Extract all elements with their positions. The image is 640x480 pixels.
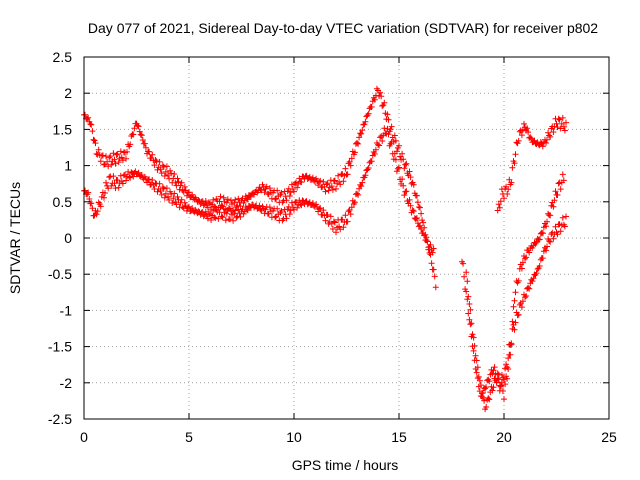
y-tick-label: 0 (64, 230, 72, 246)
data-layer (81, 85, 569, 413)
y-tick-label: -0.5 (48, 266, 72, 282)
plus-markers (463, 171, 567, 413)
plot-frame (83, 56, 610, 420)
y-tick-label: -1 (60, 302, 73, 318)
series-track-D (463, 171, 567, 413)
x-tick-label: 5 (185, 429, 193, 445)
y-tick-label: -2 (60, 375, 73, 391)
y-tick-label: 2.5 (53, 49, 73, 65)
y-tick-label: 1 (64, 158, 72, 174)
y-axis-label: SDTVAR / TECUs (7, 182, 23, 294)
plus-markers (81, 85, 439, 291)
plus-markers (494, 114, 569, 214)
y-tick-label: 1.5 (53, 121, 73, 137)
y-tick-label: -1.5 (48, 339, 72, 355)
x-tick-label: 0 (80, 429, 88, 445)
y-tick-label: -2.5 (48, 411, 72, 427)
series-track-E (494, 114, 569, 214)
ticks: 0 5 10 15 20 25 2.5 2 1.5 1 0.5 0 -0.5 -1 -1.5 -2 -2.5 (48, 49, 617, 445)
x-tick-label: 20 (496, 429, 512, 445)
chart-title: Day 077 of 2021, Sidereal Day-to-day VTE… (88, 20, 598, 36)
x-tick-label: 15 (391, 429, 407, 445)
grid (84, 57, 609, 419)
y-tick-label: 2 (64, 85, 72, 101)
series-track-A (81, 85, 439, 291)
x-axis-label: GPS time / hours (292, 457, 399, 473)
x-tick-label: 10 (286, 429, 302, 445)
x-tick-label: 25 (601, 429, 617, 445)
y-tick-label: 0.5 (53, 194, 73, 210)
